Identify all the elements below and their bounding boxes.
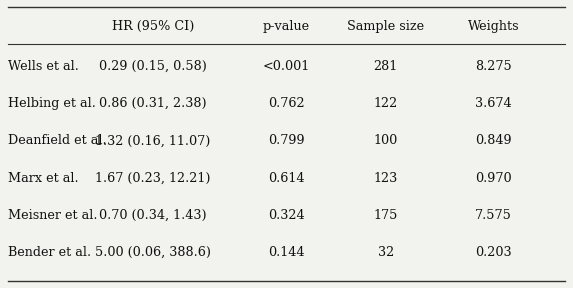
Text: Wells et al.: Wells et al. [9, 60, 79, 73]
Text: HR (95% CI): HR (95% CI) [112, 20, 194, 33]
Text: 0.324: 0.324 [268, 209, 305, 222]
Text: 0.70 (0.34, 1.43): 0.70 (0.34, 1.43) [99, 209, 207, 222]
Text: 0.86 (0.31, 2.38): 0.86 (0.31, 2.38) [99, 97, 207, 110]
Text: 0.762: 0.762 [268, 97, 305, 110]
Text: 3.674: 3.674 [476, 97, 512, 110]
Text: 8.275: 8.275 [475, 60, 512, 73]
Text: 0.144: 0.144 [268, 246, 305, 259]
Text: Sample size: Sample size [347, 20, 425, 33]
Text: 0.29 (0.15, 0.58): 0.29 (0.15, 0.58) [99, 60, 207, 73]
Text: Bender et al.: Bender et al. [9, 246, 92, 259]
Text: 0.614: 0.614 [268, 172, 305, 185]
Text: 5.00 (0.06, 388.6): 5.00 (0.06, 388.6) [95, 246, 211, 259]
Text: p-value: p-value [263, 20, 310, 33]
Text: 32: 32 [378, 246, 394, 259]
Text: Meisner et al.: Meisner et al. [9, 209, 98, 222]
Text: 281: 281 [374, 60, 398, 73]
Text: 0.799: 0.799 [268, 134, 305, 147]
Text: Weights: Weights [468, 20, 520, 33]
Text: Deanfield et al.: Deanfield et al. [9, 134, 107, 147]
Text: 100: 100 [374, 134, 398, 147]
Text: 1.67 (0.23, 12.21): 1.67 (0.23, 12.21) [95, 172, 211, 185]
Text: 0.203: 0.203 [476, 246, 512, 259]
Text: 123: 123 [374, 172, 398, 185]
Text: 175: 175 [374, 209, 398, 222]
Text: 0.970: 0.970 [476, 172, 512, 185]
Text: 1.32 (0.16, 11.07): 1.32 (0.16, 11.07) [96, 134, 211, 147]
Text: 122: 122 [374, 97, 398, 110]
Text: 0.849: 0.849 [476, 134, 512, 147]
Text: Marx et al.: Marx et al. [9, 172, 79, 185]
Text: Helbing et al.: Helbing et al. [9, 97, 96, 110]
Text: 7.575: 7.575 [475, 209, 512, 222]
Text: <0.001: <0.001 [263, 60, 310, 73]
